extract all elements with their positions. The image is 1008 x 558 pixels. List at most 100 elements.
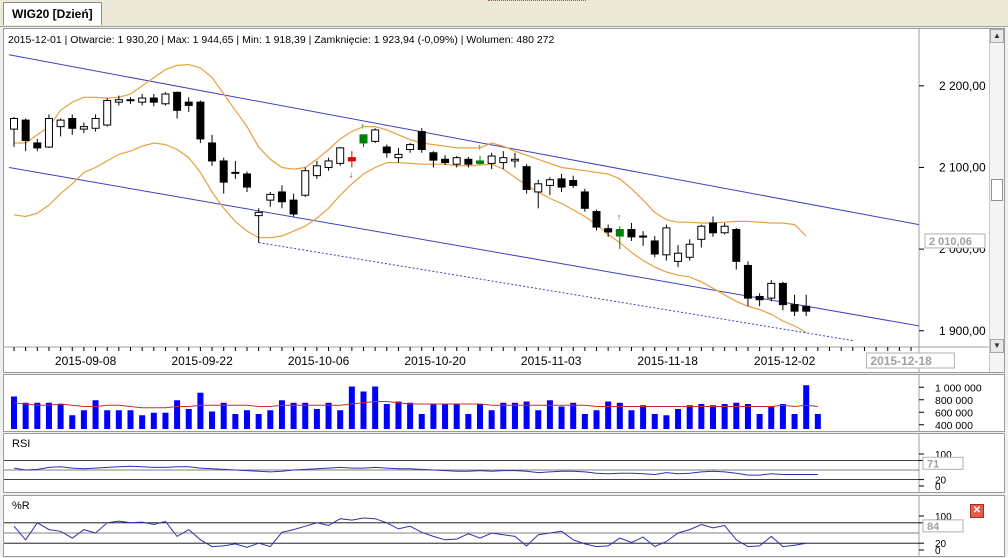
- candle-body: [196, 101, 205, 140]
- candle-body: [592, 211, 601, 228]
- candle-body: [312, 165, 321, 177]
- y-tick-label: 2 100,00: [939, 160, 986, 174]
- volume-bar: [779, 404, 786, 429]
- x-tick-label: 2015-09-22: [171, 354, 233, 368]
- y-tick-label: 600 000: [935, 407, 973, 419]
- candle-body: [406, 144, 415, 151]
- volume-bar: [185, 409, 192, 429]
- volume-bar: [383, 404, 390, 429]
- volume-bar: [325, 402, 332, 429]
- candle-body: [126, 99, 135, 102]
- candle-body: [743, 264, 752, 299]
- volume-bar: [69, 415, 76, 429]
- volume-bar: [546, 400, 553, 429]
- williams-r-chart[interactable]: %R1008020084: [4, 496, 1004, 556]
- volume-bar: [127, 410, 134, 429]
- y-tick-label: 1 000 000: [935, 382, 982, 394]
- volume-bar: [174, 400, 181, 429]
- candle-body: [732, 229, 741, 262]
- volume-bar: [756, 414, 763, 429]
- volume-bar: [558, 406, 565, 429]
- candle-body: [639, 235, 648, 238]
- candle-body: [685, 243, 694, 258]
- volume-bar: [197, 392, 204, 429]
- volume-bar: [605, 401, 612, 429]
- signal-arrow: ↓: [349, 169, 354, 179]
- scroll-up-button[interactable]: ▲: [990, 29, 1004, 43]
- volume-bar: [616, 402, 623, 429]
- volume-bar: [640, 405, 647, 429]
- channel-upper-line: [8, 54, 920, 226]
- volume-bar: [581, 414, 588, 429]
- volume-bar: [11, 396, 17, 429]
- candle-body: [10, 117, 18, 130]
- volume-bar: [675, 409, 682, 429]
- volume-bar: [34, 402, 41, 429]
- volume-bar: [395, 401, 402, 429]
- candle-body: [778, 282, 787, 306]
- bollinger-upper: [14, 63, 807, 237]
- volume-bar: [372, 386, 379, 429]
- volume-bar: [104, 410, 111, 429]
- volume-bar: [80, 410, 87, 429]
- volume-bar: [337, 410, 344, 429]
- price-chart[interactable]: 2015-12-01 | Otwarcie: 1 930,20 | Max: 1…: [4, 29, 1004, 372]
- candle-body: [417, 131, 426, 151]
- candle-body: [173, 91, 182, 111]
- rsi-background: [4, 434, 1004, 492]
- volume-bar: [593, 410, 600, 429]
- volume-bar: [628, 410, 635, 429]
- price-panel[interactable]: 2015-12-01 | Otwarcie: 1 930,20 | Max: 1…: [3, 28, 1005, 373]
- volume-bar: [535, 410, 542, 429]
- volume-panel[interactable]: 1 000 000 800 000 600 000 400 000: [3, 374, 1005, 432]
- volume-bar: [733, 402, 740, 429]
- rsi-panel[interactable]: RSI1008020071: [3, 433, 1005, 493]
- candle-body: [56, 119, 65, 128]
- candle-body: [720, 225, 729, 234]
- x-current-box: [865, 352, 955, 369]
- y-tick-label: 2 200,00: [939, 79, 986, 93]
- williams-r-panel[interactable]: %R1008020084 ✕: [3, 495, 1005, 557]
- scroll-down-button[interactable]: ▼: [990, 339, 1004, 353]
- rsi-current-value: 71: [927, 458, 939, 470]
- rsi-chart[interactable]: RSI1008020071: [4, 434, 1004, 492]
- volume-bar: [744, 404, 751, 429]
- price-scrollbar[interactable]: ▲ ▼: [989, 29, 1004, 372]
- candle-body: [277, 191, 286, 203]
- scroll-thumb[interactable]: [991, 179, 1003, 201]
- candle-body: [627, 229, 636, 238]
- x-tick-label: 2015-11-18: [637, 354, 698, 368]
- candle-body: [464, 158, 473, 165]
- volume-bar: [442, 404, 449, 429]
- candle-body: [68, 117, 77, 129]
- x-tick-label: 2015-10-20: [404, 354, 466, 368]
- y-tick-label: 20: [935, 539, 947, 550]
- williams-r-line: [13, 517, 807, 548]
- volume-bar: [220, 402, 227, 429]
- y-tick-label: 800 000: [935, 395, 973, 407]
- candle-body: [208, 142, 217, 162]
- volume-bar: [209, 411, 216, 429]
- volume-bar: [814, 414, 821, 429]
- candle-body: [138, 97, 147, 103]
- volume-bar: [360, 391, 367, 429]
- volume-bar: [523, 401, 530, 429]
- candle-body: [231, 171, 240, 174]
- y-tick-label: 100: [935, 512, 952, 523]
- williams-r-title: %R: [12, 500, 30, 512]
- volume-bar: [255, 414, 262, 429]
- candle-body: [709, 222, 717, 234]
- candle-body: [243, 173, 251, 188]
- volume-bar: [721, 404, 728, 429]
- volume-bar: [430, 404, 437, 429]
- candle-body: [149, 97, 158, 103]
- signal-arrow: ↑: [617, 212, 622, 222]
- volume-bar: [418, 414, 425, 429]
- volume-bar: [348, 386, 355, 429]
- tab-wig20[interactable]: WIG20 [Dzień]: [3, 2, 102, 25]
- volume-bar: [313, 409, 320, 429]
- close-panel-button[interactable]: ✕: [970, 504, 984, 518]
- x-tick-label: 2015-11-03: [521, 354, 582, 368]
- x-tick-label: 2015-12-18: [870, 354, 932, 368]
